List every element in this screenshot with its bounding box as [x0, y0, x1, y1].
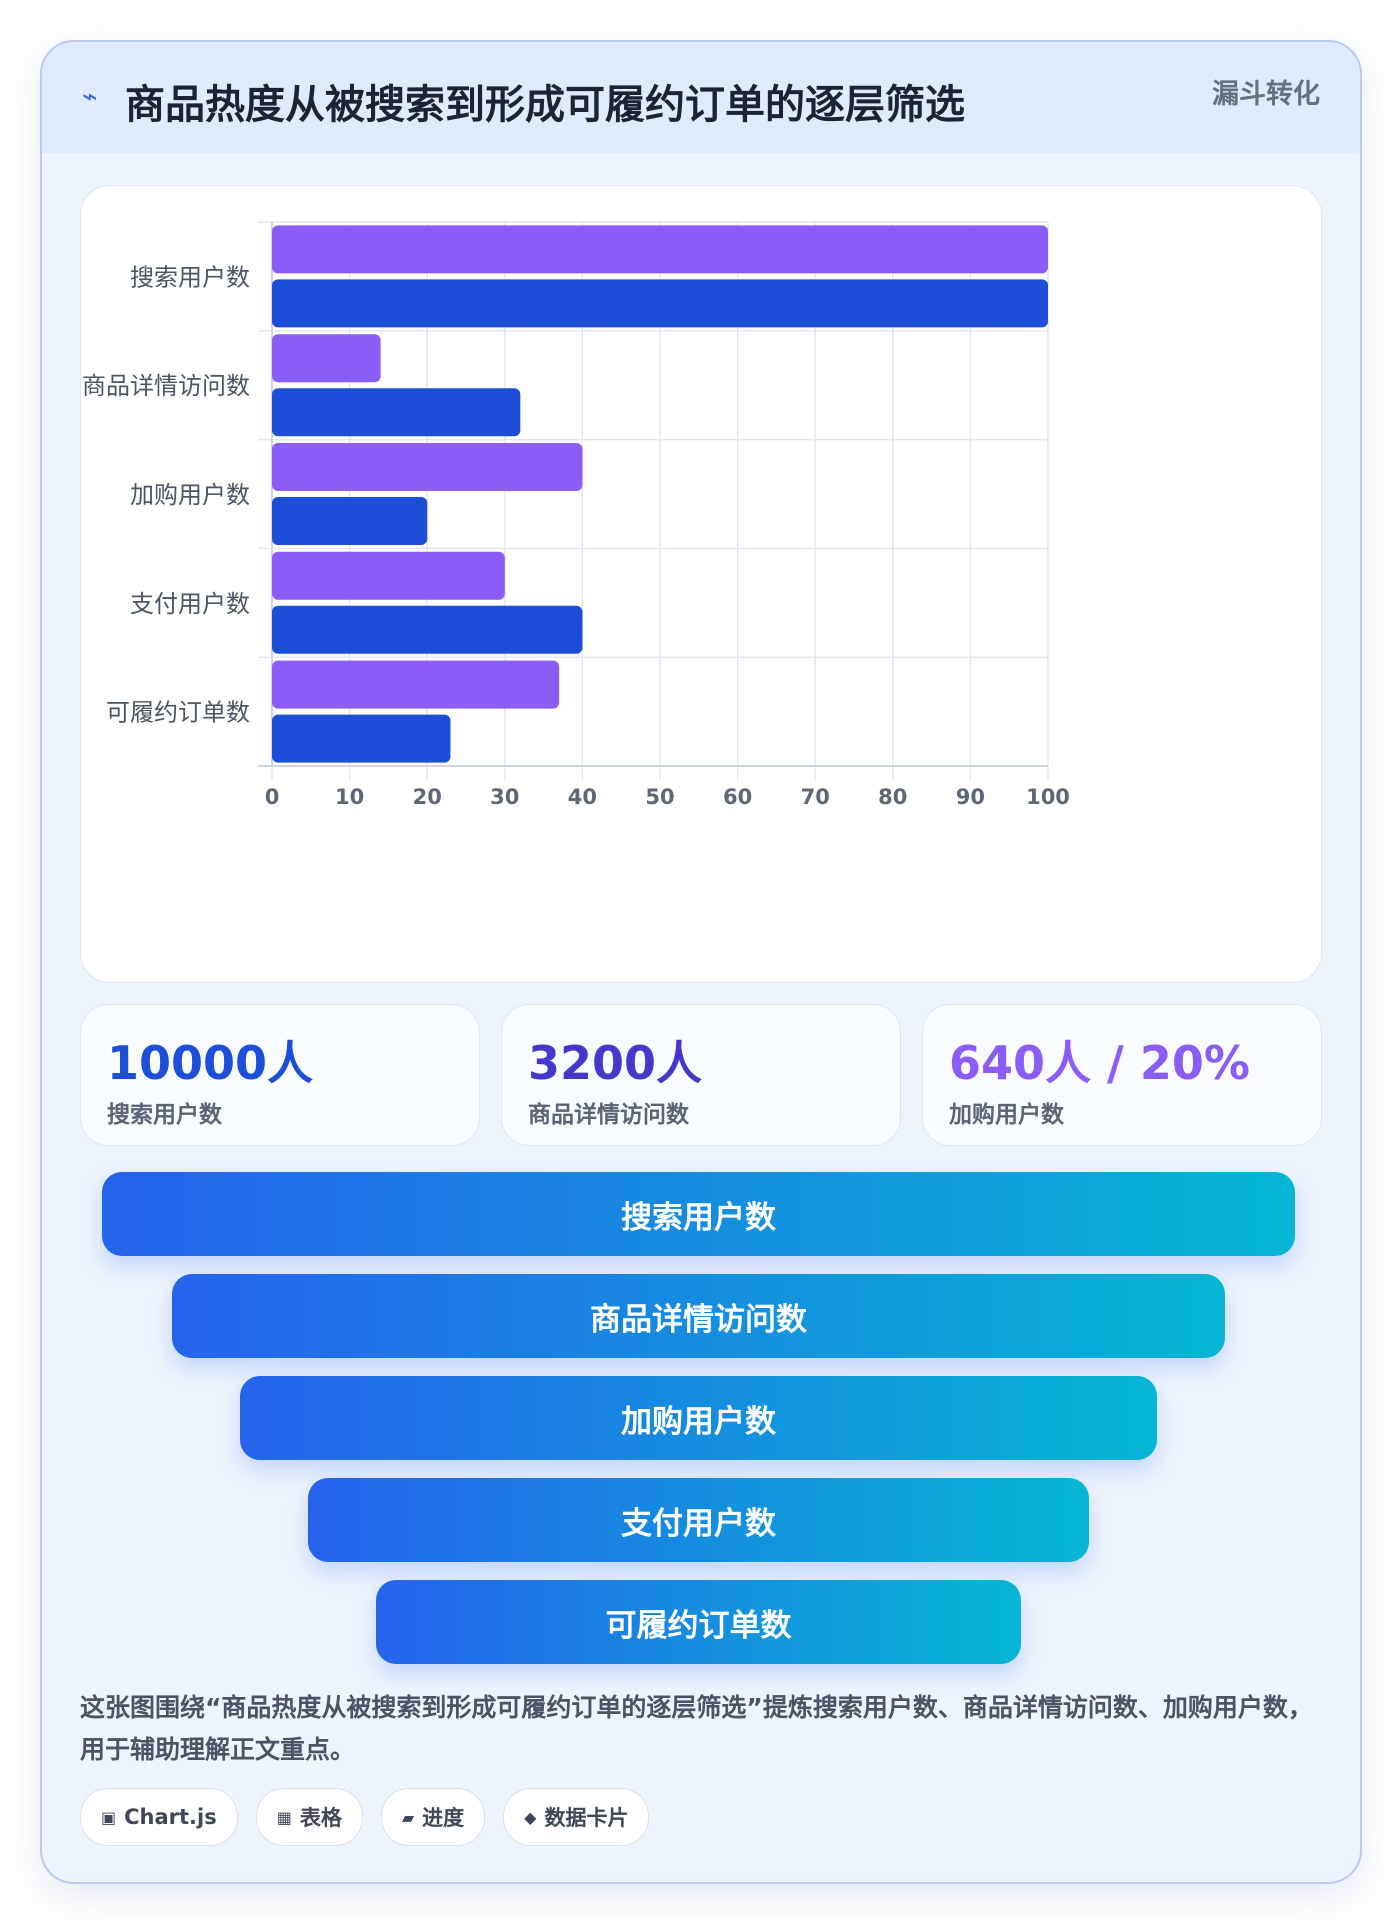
bar-2 [272, 714, 451, 763]
tag-chip-table[interactable]: ▦ 表格 [255, 1788, 363, 1846]
tag-label: 表格 [299, 1806, 342, 1830]
stat-label: 商品详情访问数 [528, 1102, 689, 1128]
stat-label: 搜索用户数 [107, 1102, 222, 1128]
tag-list: ▣ Chart.js ▦ 表格 ▰ 进度 ◆ 数据卡片 [80, 1788, 650, 1846]
bar-1 [272, 225, 1048, 274]
stat-value: 640人 / 20% [949, 1036, 1250, 1090]
table-icon: ▦ [276, 1807, 292, 1827]
x-tick-label: 80 [878, 785, 907, 809]
x-tick-label: 20 [413, 785, 442, 809]
tag-label: 数据卡片 [544, 1806, 629, 1830]
x-tick-label: 50 [645, 785, 674, 809]
bar-1 [272, 551, 505, 600]
x-tick-label: 40 [568, 785, 597, 809]
card-header: ⌁ 商品热度从被搜索到形成可履约订单的逐层筛选 漏斗转化 [42, 42, 1360, 153]
y-tick-label: 可履约订单数 [106, 699, 250, 727]
bar-1 [272, 660, 560, 709]
tag-chip-chartjs[interactable]: ▣ Chart.js [80, 1788, 238, 1846]
x-tick-label: 30 [490, 785, 519, 809]
bar-2 [272, 497, 428, 545]
infographic-card: ⌁ 商品热度从被搜索到形成可履约订单的逐层筛选 漏斗转化 0 10 20 30 40 50… [40, 40, 1362, 1884]
chart-icon: ▣ [101, 1807, 117, 1827]
bar-1 [272, 334, 381, 383]
bar-2 [272, 388, 521, 437]
x-tick-label: 90 [956, 785, 985, 809]
funnel-step-cart: 加购用户数 [240, 1376, 1157, 1460]
stat-card-detail: 3200人 商品详情访问数 [501, 1004, 901, 1146]
funnel-step-orders: 可履约订单数 [376, 1580, 1021, 1664]
stat-card-cart: 640人 / 20% 加购用户数 [922, 1004, 1322, 1146]
tag-chip-data-card[interactable]: ◆ 数据卡片 [503, 1788, 650, 1846]
x-tick-label: 100 [1026, 785, 1070, 809]
x-tick-label: 10 [335, 785, 364, 809]
x-tick-label: 60 [723, 785, 752, 809]
diamond-icon: ◆ [524, 1807, 537, 1827]
stat-card-search: 10000人 搜索用户数 [80, 1004, 480, 1146]
lightning-icon: ⌁ [82, 82, 98, 112]
funnel-step-search: 搜索用户数 [102, 1172, 1295, 1256]
funnel-step-detail: 商品详情访问数 [172, 1274, 1225, 1358]
x-tick-label: 0 [265, 785, 280, 809]
tag-label: Chart.js [124, 1805, 217, 1829]
category-tag: 漏斗转化 [1212, 79, 1320, 110]
stat-value: 10000人 [107, 1036, 314, 1090]
bar-1 [272, 443, 583, 491]
x-tick-label: 70 [801, 785, 830, 809]
y-tick-label: 加购用户数 [130, 481, 250, 509]
stat-value: 3200人 [528, 1036, 703, 1090]
funnel-step-payment: 支付用户数 [308, 1478, 1089, 1562]
bar-chart-panel: 0 10 20 30 40 50 60 70 80 90 100 搜索用户数商品详情访问数加购用户数支… [80, 185, 1322, 983]
chart-caption: 这张图围绕“商品热度从被搜索到形成可履约订单的逐层筛选”提炼搜索用户数、商品详情… [80, 1693, 1313, 1764]
bar-2 [272, 279, 1048, 328]
page-title: 商品热度从被搜索到形成可履约订单的逐层筛选 [125, 82, 965, 128]
bar-chart: 0 10 20 30 40 50 60 70 80 90 100 搜索用户数商品详情访问数加购用户数支… [82, 221, 1070, 809]
stat-label: 加购用户数 [949, 1102, 1064, 1128]
progress-icon: ▰ [401, 1807, 415, 1827]
tag-chip-progress[interactable]: ▰ 进度 [380, 1788, 486, 1846]
y-tick-label: 支付用户数 [130, 590, 250, 618]
tag-label: 进度 [422, 1806, 465, 1830]
bar-2 [272, 605, 583, 654]
y-tick-label: 搜索用户数 [130, 263, 250, 291]
y-tick-label: 商品详情访问数 [82, 372, 250, 400]
